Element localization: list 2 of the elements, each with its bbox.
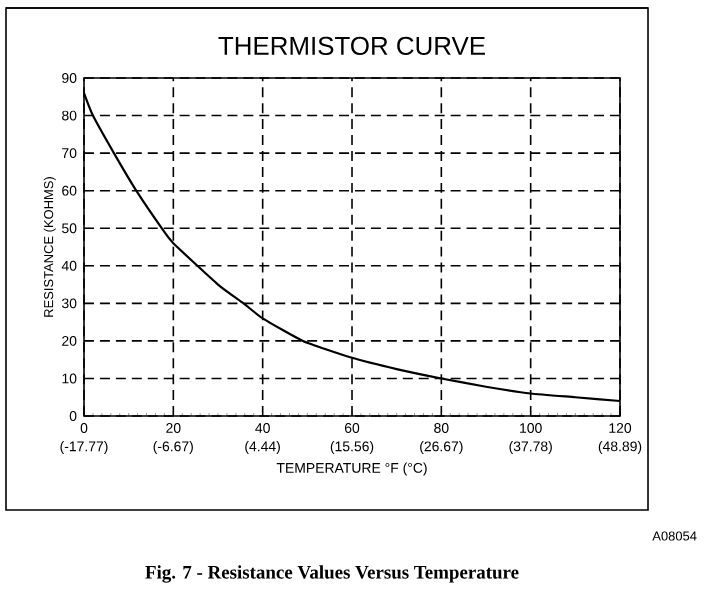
caption: Fig. 7 - Resistance Values Versus Temperature bbox=[145, 565, 519, 583]
chart-title: THERMISTOR CURVE bbox=[218, 36, 485, 56]
